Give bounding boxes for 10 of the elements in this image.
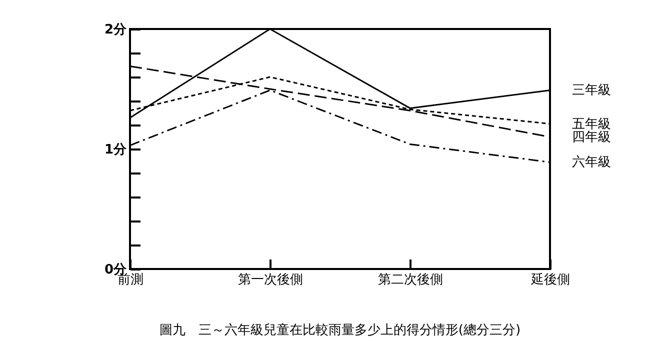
x-tick-label: 延後側 — [530, 272, 570, 288]
y-tick-label: 2分 — [104, 22, 128, 38]
series-label: 六年級 — [572, 155, 611, 170]
series-label: 四年級 — [572, 130, 611, 145]
series-label: 五年級 — [572, 116, 611, 132]
x-tick-label: 第二次後側 — [378, 272, 443, 288]
y-tick-label: 1分 — [104, 142, 128, 158]
text: 圖九 三～六年級兒童在比較雨量多少上的得分情形(總分三分) — [159, 322, 521, 338]
series-label: 三年級 — [572, 83, 611, 98]
x-tick-label: 第一次後側 — [238, 272, 303, 288]
